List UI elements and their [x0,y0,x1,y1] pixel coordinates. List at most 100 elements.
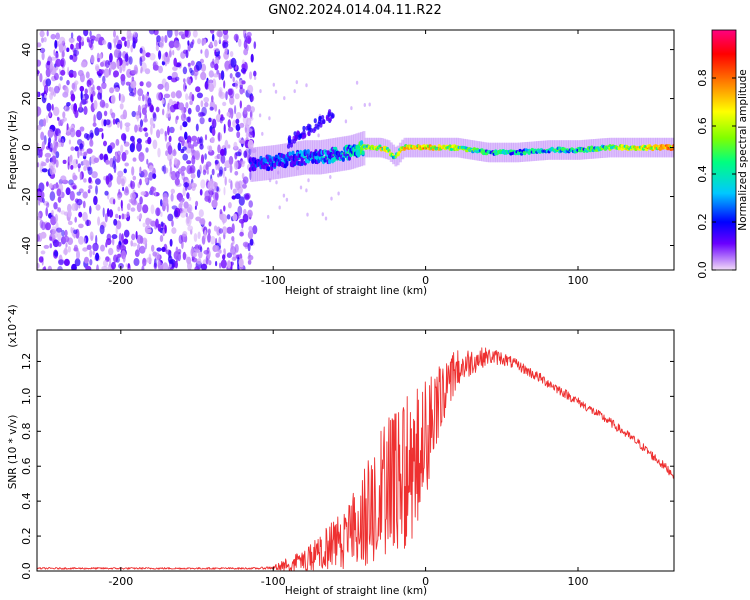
noise-blob [203,38,207,45]
noise-blob [97,92,102,100]
ridge-cell [285,161,289,167]
ridge-core [620,146,623,149]
noise-blob [133,258,140,266]
noise-blob [238,38,242,48]
noise-blob [135,230,138,240]
noise-blob [224,139,229,150]
noise-blob [223,248,226,254]
noise-blob [37,162,40,168]
noise-blob [42,197,45,203]
ridge-plume [314,123,318,129]
noise-blob [82,211,88,222]
noise-blob [223,80,226,89]
noise-blob [218,236,222,246]
noise-blob [120,199,123,209]
noise-blob [67,203,72,213]
noise-blob [195,248,200,254]
noise-blob [57,266,63,270]
noise-blob [330,196,333,201]
noise-blob [218,36,221,44]
noise-blob [39,219,44,229]
noise-blob [170,193,174,202]
noise-blob [82,191,88,199]
noise-blob [95,252,100,261]
noise-blob [197,136,201,145]
noise-blob [355,80,359,85]
noise-blob [90,54,95,64]
x-tick-label: -100 [261,575,286,588]
noise-blob [214,49,217,57]
noise-blob [305,188,308,193]
noise-blob [177,142,182,152]
noise-blob [209,41,213,48]
noise-blob [109,61,113,72]
noise-blob [183,78,186,83]
noise-blob [243,48,249,56]
noise-blob [92,250,95,256]
noise-blob [232,213,238,222]
noise-blob [88,85,92,94]
noise-blob [152,123,156,129]
noise-blob [204,153,207,160]
noise-blob [250,95,255,102]
noise-blob [41,162,47,167]
noise-blob [222,101,227,107]
noise-blob [191,155,196,165]
spectrogram-y-axis: -40 -20 0 20 40 [20,43,674,254]
noise-blob [74,146,79,152]
figure-title: GN02.2024.014.04.11.R22 [268,3,442,18]
noise-blob [60,59,65,65]
noise-blob [92,90,96,96]
noise-blob [223,205,226,212]
noise-blob [44,152,52,158]
noise-blob [83,106,88,115]
noise-blob [197,111,205,118]
noise-blob [245,123,248,128]
noise-blob [68,139,71,145]
noise-blob [363,103,366,107]
noise-blob [92,242,99,252]
noise-blob [130,44,133,53]
noise-blob [247,37,251,45]
noise-blob [104,190,109,196]
noise-blob [59,76,63,81]
noise-blob [220,148,225,156]
noise-blob [117,121,120,128]
noise-blob [285,197,289,202]
noise-blob [217,144,221,154]
ridge-core [344,152,347,155]
noise-blob [267,214,270,219]
noise-blob [173,251,179,260]
noise-blob [174,178,180,186]
noise-blob [208,260,212,266]
noise-blob [187,204,193,214]
noise-blob [135,110,140,116]
y-tick-label: 20 [20,92,33,106]
noise-blob [138,152,145,162]
colorbar-ticks: 0.0 0.2 0.4 0.6 0.8 [696,69,736,279]
x-tick-label: 100 [567,575,588,588]
noise-blob [199,143,204,150]
noise-blob [219,166,224,175]
noise-blob [78,223,84,229]
noise-blob [121,133,127,141]
noise-blob [120,93,125,104]
noise-blob [78,40,82,50]
noise-blob [208,117,212,123]
noise-blob [115,138,120,146]
noise-blob [170,188,175,194]
noise-blob [228,155,234,165]
colorbar-tick-label: 0.0 [696,261,709,279]
noise-blob [180,165,186,172]
noise-blob [150,186,155,196]
noise-blob [232,76,235,83]
noise-blob [52,183,59,189]
noise-blob [80,61,87,68]
noise-blob [141,237,148,245]
ridge-cell [288,151,292,157]
noise-blob [158,65,163,74]
noise-blob [45,157,50,163]
noise-blob [50,61,54,69]
noise-blob [139,166,142,174]
noise-blob [101,118,105,127]
